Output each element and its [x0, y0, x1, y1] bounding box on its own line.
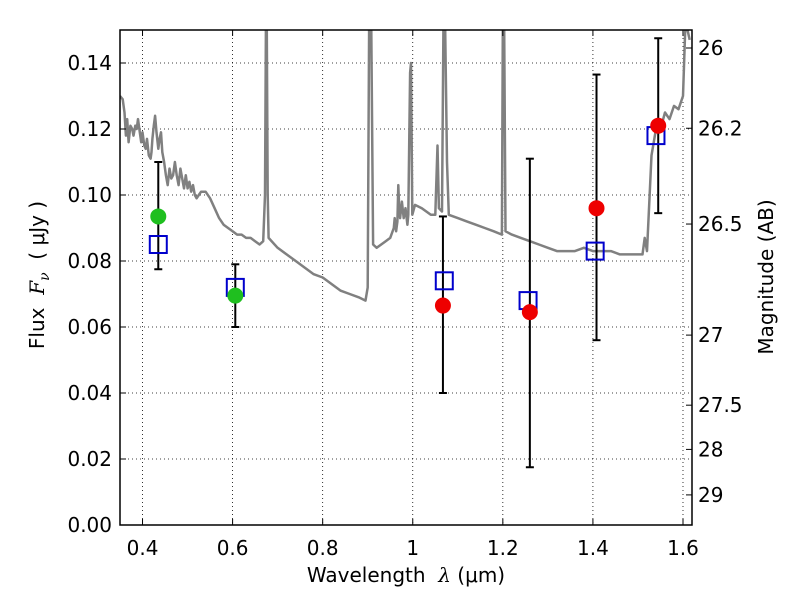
observed-point — [521, 304, 538, 321]
y2-tick-label: 26.5 — [698, 212, 743, 236]
observed-point — [650, 117, 667, 134]
y2-tick-label: 29 — [698, 483, 723, 507]
axes-layer: 0.4 0.6 0.8 1 1.2 1.4 1.6 0.00 0.02 0.04 0.06 0.08 0… — [67, 30, 743, 560]
model-photometry-square — [148, 235, 168, 254]
y2-tick-label: 26 — [698, 36, 723, 60]
y-tick-label: 0.14 — [67, 51, 112, 75]
model-photometry-square — [434, 271, 454, 291]
y2-tick-label: 26.2 — [698, 116, 743, 140]
marker-layer — [148, 117, 667, 321]
y-axis-label: Flux Fν ( μJy ) — [25, 201, 53, 349]
y-tick-label: 0.04 — [67, 381, 112, 405]
x-tick-label: 1.2 — [487, 536, 519, 560]
y-tick-label: 0.10 — [67, 183, 112, 207]
x-tick-label: 0.4 — [127, 536, 159, 560]
y2-axis-label: Magnitude (AB) — [754, 199, 778, 354]
plot-frame — [119, 29, 693, 526]
x-tick-label: 1.4 — [577, 536, 609, 560]
x-tick-label: 0.8 — [307, 536, 339, 560]
y2-tick-label: 27 — [698, 323, 723, 347]
observed-point — [434, 297, 451, 314]
spectrum-layer — [120, 30, 691, 302]
y-tick-label: 0.08 — [67, 249, 112, 273]
observed-point — [150, 208, 167, 225]
x-tick-label: 1.6 — [667, 536, 699, 560]
y-tick-label: 0.12 — [67, 117, 112, 141]
observed-point — [227, 287, 244, 304]
y2-tick-label: 27.5 — [698, 393, 743, 417]
x-tick-label: 1 — [406, 536, 419, 560]
y2-tick-label: 28 — [698, 437, 723, 461]
observed-point — [588, 200, 605, 217]
y-tick-label: 0.00 — [67, 513, 112, 537]
y-tick-label: 0.02 — [67, 447, 112, 471]
model-spectrum-line — [120, 30, 691, 302]
model-photometry-square — [585, 241, 605, 261]
x-axis-label: Wavelength λ (μm) — [307, 563, 505, 587]
x-tick-label: 0.6 — [217, 536, 249, 560]
y-tick-label: 0.06 — [67, 315, 112, 339]
